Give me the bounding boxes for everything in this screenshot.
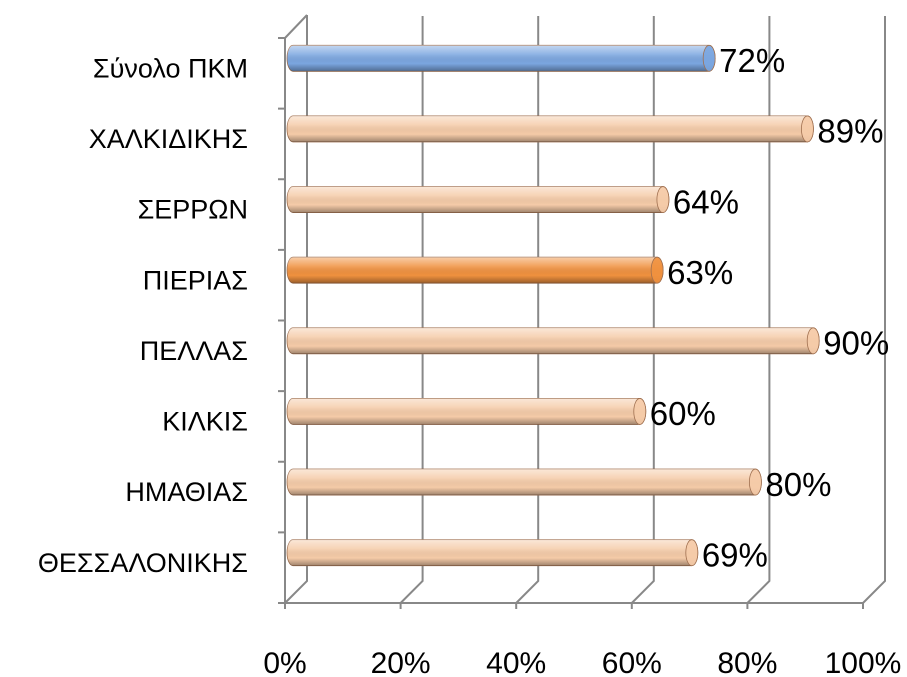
- value-label: 64%: [673, 183, 739, 220]
- category-label: ΧΑΛΚΙΔΙΚΗΣ: [89, 124, 248, 154]
- bar: [286, 398, 647, 425]
- category-label: ΚΙΛΚΙΣ: [162, 407, 248, 437]
- axes-frame: [284, 14, 308, 603]
- category-label: Σύνολο ΠΚΜ: [93, 53, 248, 83]
- bar: [286, 115, 814, 143]
- value-label: 89%: [817, 113, 883, 150]
- grid-line: [284, 16, 308, 604]
- bar: [286, 256, 664, 284]
- grid-line: [399, 16, 424, 604]
- value-label: 90%: [823, 325, 889, 362]
- bar: [286, 539, 699, 567]
- value-label: 69%: [702, 536, 768, 573]
- x-tick-label: 20%: [371, 647, 431, 677]
- category-label: ΠΙΕΡΙΑΣ: [143, 265, 248, 295]
- bar: [286, 327, 820, 355]
- grid-line: [746, 16, 771, 604]
- value-label: 63%: [667, 254, 733, 291]
- x-tick-label: 40%: [486, 647, 546, 677]
- bar: [286, 468, 762, 496]
- category-label: ΠΕΛΛΑΣ: [140, 336, 248, 366]
- value-label: 80%: [765, 466, 831, 503]
- x-tick-label: 60%: [602, 647, 662, 677]
- value-label: 72%: [719, 42, 785, 79]
- value-label: 60%: [650, 395, 716, 432]
- x-tick-label: 0%: [263, 647, 306, 677]
- category-label: ΘΕΣΣΑΛΟΝΙΚΗΣ: [38, 548, 248, 578]
- grid-line: [515, 16, 540, 604]
- grid-line: [862, 16, 886, 604]
- category-label: ΗΜΑΘΙΑΣ: [125, 477, 248, 507]
- x-tick-label: 100%: [825, 647, 902, 677]
- bar: [286, 186, 670, 213]
- bar: [286, 44, 716, 72]
- grid-line: [631, 16, 655, 604]
- x-tick-label: 80%: [717, 647, 777, 677]
- category-label: ΣΕΡΡΩΝ: [138, 195, 248, 225]
